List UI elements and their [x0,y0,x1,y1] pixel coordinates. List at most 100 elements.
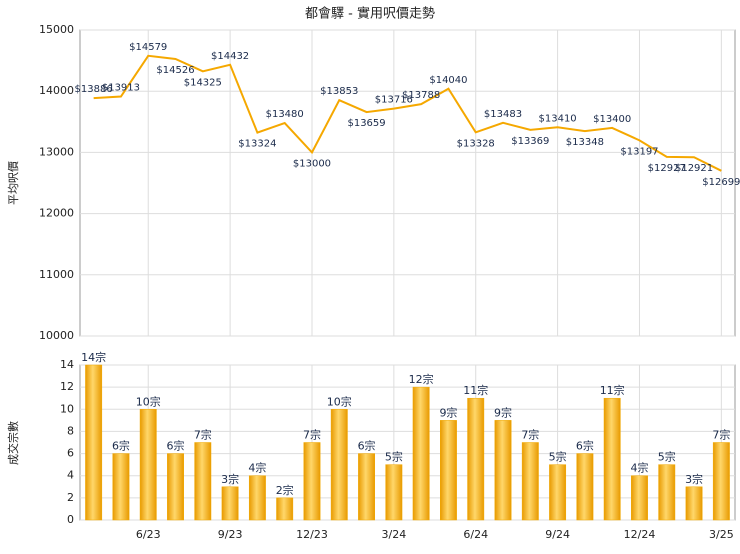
y-tick-label: 13000 [39,145,74,158]
y-tick-label: 6 [67,447,74,460]
data-label: 3宗 [221,472,239,486]
data-label: $14432 [211,51,249,62]
x-tick-label: 6/24 [463,528,488,541]
data-label: $13324 [238,139,276,150]
data-label: 12宗 [409,372,434,386]
data-label: $13197 [620,146,658,157]
data-label: $12699 [702,177,740,188]
bar [440,420,457,521]
data-label: 10宗 [327,394,352,408]
data-label: 2宗 [276,483,294,497]
y-tick-label: 12000 [39,207,74,220]
data-label: $13913 [102,83,140,94]
data-label: $14526 [156,65,194,76]
bar [494,420,512,521]
y-tick-label: 12 [60,380,74,393]
bar [412,386,430,521]
plot-area [79,29,736,337]
x-tick-label: 3/25 [709,528,734,541]
x-tick-label: 3/24 [382,528,407,541]
bar [276,497,294,521]
data-label: $14325 [184,77,222,88]
data-label: $13853 [320,86,358,97]
data-label: $13000 [293,158,331,169]
y-axis-label: 成交宗數 [6,421,20,465]
y-tick-label: 10000 [39,329,74,342]
y-tick-label: 14000 [39,84,74,97]
data-label: 7宗 [194,428,212,442]
bar [685,486,703,521]
data-label: 7宗 [303,428,321,442]
y-tick-label: 0 [67,513,74,526]
chart-title: 都會驛 - 實用呎價走勢 [305,6,435,22]
data-label: 7宗 [712,428,730,442]
data-label: $13348 [566,137,604,148]
y-tick-label: 14 [60,358,74,371]
x-tick-label: 9/24 [545,528,570,541]
bar [303,442,321,521]
y-tick-label: 11000 [39,268,74,281]
data-label: $13369 [511,136,549,147]
data-label: $13328 [457,138,495,149]
bar [467,397,485,521]
data-label: 6宗 [112,439,130,453]
bar [194,442,212,521]
bar [631,475,648,521]
bar [167,453,184,521]
data-label: 6宗 [167,439,185,453]
bar [603,397,621,521]
x-tick-label: 9/23 [218,528,243,541]
y-tick-label: 15000 [39,23,74,36]
data-label: 10宗 [136,394,161,408]
data-label: 5宗 [549,450,567,464]
y-tick-label: 8 [67,424,74,437]
bar [658,464,676,521]
line [93,54,722,172]
y-tick-label: 10 [60,402,74,415]
bar [576,453,594,521]
bar [385,464,403,521]
data-label: $13788 [402,90,440,101]
data-label: 11宗 [463,383,488,397]
data-label: 6宗 [576,439,594,453]
y-tick-label: 4 [67,469,74,482]
bar [139,409,157,521]
data-label: $13886 [75,84,113,95]
data-label: $13483 [484,109,522,120]
y-axis-label: 平均呎價 [6,161,20,205]
bar [112,453,130,521]
bar [248,475,266,521]
bar [85,364,103,521]
data-label: 4宗 [630,461,648,475]
data-label: 7宗 [521,428,539,442]
data-label: 6宗 [358,439,376,453]
data-label: 9宗 [439,405,457,419]
data-label: $12921 [675,163,713,174]
data-label: 5宗 [658,450,676,464]
data-label: 4宗 [248,461,266,475]
data-label: $13659 [347,118,385,129]
data-label: $13716 [375,95,413,106]
bar [521,442,539,521]
bar [330,409,348,521]
x-tick-label: 12/23 [296,528,328,541]
data-label: $14040 [429,75,467,86]
y-tick-label: 2 [67,491,74,504]
data-label: $13480 [266,109,304,120]
data-label: $13410 [539,113,577,124]
bar [358,453,375,521]
data-label: 3宗 [685,472,703,486]
bar [549,464,567,521]
bar [221,486,239,521]
data-label: $13400 [593,114,631,125]
data-label: $14579 [129,42,167,53]
data-label: $12927 [648,163,686,174]
data-label: 5宗 [385,450,403,464]
x-tick-label: 12/24 [624,528,656,541]
bar [712,442,730,521]
data-label: 9宗 [494,405,512,419]
data-label: 11宗 [600,383,625,397]
data-label: 14宗 [81,350,106,364]
x-tick-label: 6/23 [136,528,161,541]
